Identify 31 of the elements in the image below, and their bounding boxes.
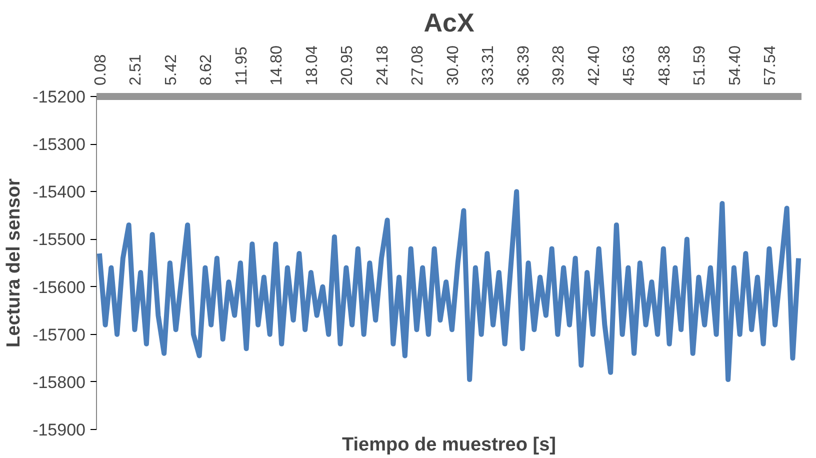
x-tick-label: 45.63 (621, 45, 638, 86)
y-tick-label: -15900 (32, 420, 86, 440)
x-tick-label: 14.80 (268, 45, 286, 86)
x-tick-label: 54.40 (726, 45, 744, 86)
chart-title: AcX (424, 8, 475, 38)
x-tick-label: 42.40 (586, 45, 603, 86)
y-tick-label: -15700 (32, 325, 86, 344)
x-tick-label: 8.62 (198, 54, 216, 86)
x-tick-label: 24.18 (374, 45, 392, 86)
y-tick-label: -15400 (32, 182, 86, 202)
x-tick-label: 39.28 (550, 45, 568, 86)
x-tick-label: 5.42 (162, 54, 180, 86)
x-tick-label: 18.04 (304, 45, 321, 86)
x-tick-label: 57.54 (762, 45, 780, 86)
x-axis-title: Tiempo de muestreo [s] (342, 434, 556, 456)
y-tick-label: -15600 (32, 278, 86, 297)
y-tick-label: -15800 (32, 372, 86, 392)
x-tick-label: 0.08 (92, 54, 110, 86)
x-tick-label: 30.40 (444, 45, 462, 86)
x-tick-label: 48.38 (656, 45, 674, 86)
y-axis-title: Lectura del sensor (4, 178, 25, 348)
x-tick-label: 20.95 (339, 45, 356, 86)
x-tick-label: 51.59 (692, 45, 709, 86)
x-tick-label: 36.39 (515, 45, 532, 86)
x-tick-label: 27.08 (410, 45, 427, 86)
x-tick-label: 33.31 (480, 45, 498, 86)
x-tick-label: 11.95 (233, 46, 250, 86)
y-tick-label: -15200 (32, 88, 86, 106)
y-tick-label: -15300 (32, 135, 86, 154)
y-tick-label: -15500 (32, 230, 86, 250)
x-tick-label: 2.51 (128, 54, 145, 86)
